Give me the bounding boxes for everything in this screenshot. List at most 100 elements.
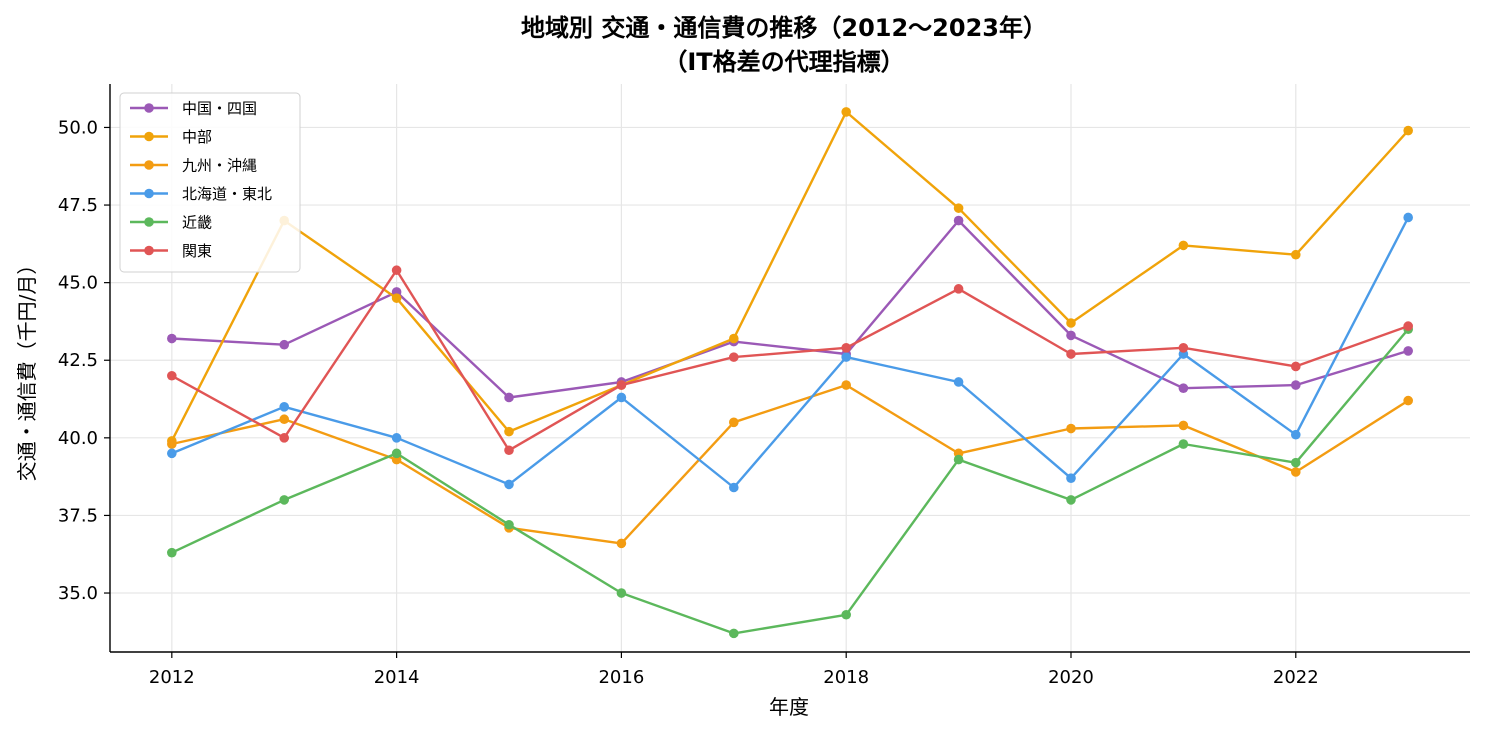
legend-marker <box>144 160 154 170</box>
y-tick-label: 45.0 <box>58 273 98 294</box>
series-group <box>167 107 1413 639</box>
data-point <box>167 333 177 344</box>
legend-marker <box>144 131 154 142</box>
x-tick-label: 2016 <box>598 667 644 688</box>
data-point <box>1066 349 1076 359</box>
data-point <box>1178 343 1189 353</box>
data-point <box>729 628 739 639</box>
data-point <box>167 547 177 558</box>
y-tick-label: 50.0 <box>58 117 98 138</box>
legend-marker <box>144 245 154 256</box>
legend-label: 九州・沖縄 <box>182 157 257 175</box>
data-point <box>391 265 402 276</box>
y-tick-label: 40.0 <box>58 428 98 449</box>
data-point <box>953 215 964 226</box>
data-point <box>1403 346 1413 356</box>
series-path <box>171 383 1409 545</box>
chart-subtitle: （IT格差の代理指標） <box>663 48 904 76</box>
data-point <box>1290 380 1301 390</box>
data-point <box>729 417 739 428</box>
series-path <box>171 269 1409 452</box>
x-tick-label: 2020 <box>1048 667 1094 688</box>
data-point <box>279 401 290 412</box>
data-point <box>1403 212 1413 223</box>
data-point <box>391 433 402 443</box>
data-point <box>504 445 514 456</box>
series-line <box>167 215 1413 403</box>
legend-item: 北海道・東北 <box>130 185 272 203</box>
data-point <box>841 343 851 353</box>
data-point <box>616 538 627 549</box>
x-tick-label: 2014 <box>374 667 420 688</box>
data-point <box>1178 420 1189 431</box>
data-point <box>1403 395 1413 406</box>
series-path <box>171 219 1409 399</box>
legend-item: 九州・沖縄 <box>130 157 257 175</box>
data-point <box>1290 457 1301 468</box>
data-point <box>953 203 964 213</box>
data-point <box>841 380 851 390</box>
series-line <box>167 380 1413 549</box>
x-tick-label: 2022 <box>1273 667 1319 688</box>
data-point <box>167 370 177 381</box>
data-point <box>616 380 627 390</box>
y-tick-label: 42.5 <box>58 350 98 371</box>
series-line <box>167 107 1413 446</box>
series-path <box>171 216 1410 489</box>
data-point <box>504 479 514 490</box>
legend-box <box>119 92 301 273</box>
legend-item: 近畿 <box>130 214 212 232</box>
legend-marker <box>144 217 154 227</box>
legend-label: 北海道・東北 <box>182 185 272 203</box>
data-point <box>1290 467 1301 477</box>
data-point <box>729 482 739 493</box>
data-point <box>1290 429 1301 440</box>
data-point <box>279 414 290 425</box>
data-point <box>1178 439 1189 449</box>
legend-item: 中部 <box>130 128 212 146</box>
data-point <box>391 448 402 459</box>
legend-item: 関東 <box>130 242 212 260</box>
grid <box>110 84 1470 652</box>
x-tick-label: 2012 <box>149 667 195 688</box>
legend-label: 中部 <box>182 128 212 146</box>
legend-label: 関東 <box>182 242 212 260</box>
data-point <box>953 377 964 387</box>
data-point <box>279 495 290 505</box>
series-line <box>167 212 1413 493</box>
y-axis-label: 交通・通信費（千円/月） <box>15 255 39 482</box>
data-point <box>1066 330 1076 341</box>
data-point <box>1066 318 1076 328</box>
series-line <box>167 265 1413 456</box>
data-point <box>1290 249 1301 260</box>
data-point <box>1066 423 1076 434</box>
data-point <box>1066 473 1076 483</box>
legend-marker <box>144 188 154 199</box>
data-point <box>729 352 739 362</box>
series-line <box>167 324 1413 639</box>
chart-title: 地域別 交通・通信費の推移（2012〜2023年） <box>521 14 1047 42</box>
x-axis-label: 年度 <box>769 695 809 719</box>
data-point <box>1403 125 1413 136</box>
data-point <box>841 107 851 117</box>
data-point <box>1403 321 1413 331</box>
data-point <box>953 454 964 465</box>
data-point <box>953 284 964 294</box>
data-point <box>616 588 627 598</box>
y-tick-label: 37.5 <box>58 505 98 526</box>
legend-label: 近畿 <box>182 214 212 232</box>
legend-marker <box>144 103 154 113</box>
data-point <box>504 426 514 437</box>
series-path <box>170 110 1410 442</box>
data-point <box>279 433 290 443</box>
data-point <box>841 352 851 362</box>
data-point <box>167 448 177 459</box>
y-tick-label: 47.5 <box>58 195 98 216</box>
data-point <box>391 293 402 303</box>
data-point <box>616 392 627 403</box>
data-point <box>729 333 739 344</box>
data-point <box>1066 495 1076 505</box>
y-tick-label: 35.0 <box>58 583 98 604</box>
